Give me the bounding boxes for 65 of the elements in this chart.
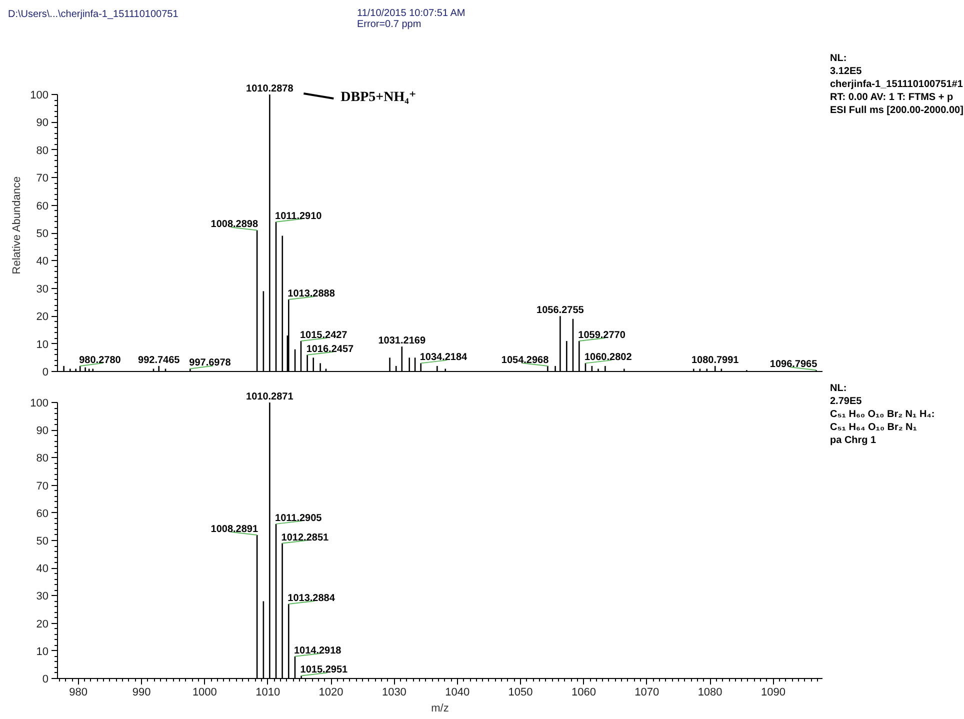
annotation: 1016.2457 bbox=[306, 344, 354, 355]
y-tick-label: 70 bbox=[36, 172, 49, 185]
y-tick-label: 0 bbox=[42, 674, 49, 686]
y-tick-label: 100 bbox=[30, 90, 49, 102]
annotation: 1010.2878 bbox=[246, 84, 294, 94]
annotation: 1054.2968 bbox=[501, 354, 550, 366]
annotation: 1059.2770 bbox=[578, 330, 626, 342]
annotation: 1008.2898 bbox=[210, 219, 258, 230]
y-tick-label: 70 bbox=[36, 480, 49, 492]
text: NL: 3.12E5 cherjinfa-1_151110100751#1 RT: 0.00 AV: 1 T: FTMS + p ESI Full ms [200.00-2000.00] bbox=[830, 52, 964, 117]
annotation: 1014.2918 bbox=[294, 645, 342, 656]
y-tick-label: 60 bbox=[36, 200, 49, 212]
x-tick-label: 980 bbox=[69, 686, 88, 698]
annotation: DBP5+NH₄⁺ bbox=[340, 90, 416, 105]
annotation: 1013.2888 bbox=[288, 288, 336, 300]
y-tick-label: 100 bbox=[30, 398, 49, 410]
annotation: 1080.7991 bbox=[691, 354, 740, 366]
y-tick-label: 0 bbox=[42, 366, 49, 378]
y-tick-label: 10 bbox=[36, 646, 49, 658]
chart-title: D:\Users\...\cherjinfa-1_151110100751 bbox=[8, 8, 178, 22]
text: NL: 2.79E5 C₅₁ H₆₀ O₁₀ Br₂ N₁ H₄: C₅₁ H₆₄ O₁₀ Br₂ N₁ pa Chrg 1 bbox=[830, 382, 935, 447]
x-tick-label: 1090 bbox=[760, 686, 786, 698]
y-tick-label: 90 bbox=[36, 425, 49, 438]
annotation: 1011.2910 bbox=[275, 210, 322, 222]
annotation: 997.6978 bbox=[189, 358, 232, 369]
y-tick-label: 90 bbox=[36, 117, 49, 130]
x-tick-label: 1040 bbox=[445, 686, 470, 698]
y-tick-label: 30 bbox=[36, 590, 49, 603]
annotation: 1008.2891 bbox=[210, 524, 258, 535]
x-tick-label: 1010 bbox=[256, 686, 280, 698]
annotation: 1056.2755 bbox=[536, 305, 584, 316]
x-tick-label: 1060 bbox=[571, 686, 596, 698]
y-tick-label: 30 bbox=[36, 283, 49, 296]
annotation: 1015.2951 bbox=[300, 664, 348, 676]
annotation: 992.7465 bbox=[138, 354, 180, 366]
annotation: 1010.2871 bbox=[246, 392, 294, 402]
annotation: 1031.2169 bbox=[378, 336, 426, 347]
annotation: 1011.2905 bbox=[275, 512, 322, 524]
annotation: 1012.2851 bbox=[281, 532, 330, 544]
x-axis-title: m/z bbox=[431, 702, 449, 714]
annotation: 1096.7965 bbox=[770, 359, 818, 370]
y-tick-label: 80 bbox=[36, 452, 49, 465]
x-tick-label: 1000 bbox=[192, 686, 217, 698]
y-tick-label: 50 bbox=[36, 536, 49, 548]
y-tick-label: 40 bbox=[36, 256, 49, 268]
annotation: 1060.2802 bbox=[584, 352, 632, 364]
annotation: 980.2780 bbox=[79, 354, 122, 366]
y-tick-label: 40 bbox=[36, 563, 49, 576]
y-tick-label: 60 bbox=[36, 508, 49, 520]
x-tick-label: 1070 bbox=[634, 686, 660, 698]
y-tick-label: 10 bbox=[36, 338, 49, 351]
y-tick-label: 80 bbox=[36, 144, 49, 157]
chart-subtitle: 11/10/2015 10:07:51 AM Error=0.7 ppm bbox=[357, 8, 466, 30]
y-tick-label: 20 bbox=[36, 311, 49, 324]
x-tick-label: 1080 bbox=[698, 686, 722, 698]
annotation: 1034.2184 bbox=[420, 352, 468, 364]
y-tick-label: 50 bbox=[36, 228, 49, 240]
x-tick-label: 1050 bbox=[508, 686, 533, 698]
annotation: 1015.2427 bbox=[300, 330, 348, 342]
x-tick-label: 990 bbox=[132, 686, 151, 698]
annotation: 1013.2884 bbox=[288, 592, 336, 604]
x-tick-label: 1020 bbox=[318, 686, 344, 698]
y-tick-label: 20 bbox=[36, 618, 49, 630]
x-tick-label: 1030 bbox=[382, 686, 406, 698]
y-axis-title: Relative Abundance bbox=[11, 176, 24, 274]
